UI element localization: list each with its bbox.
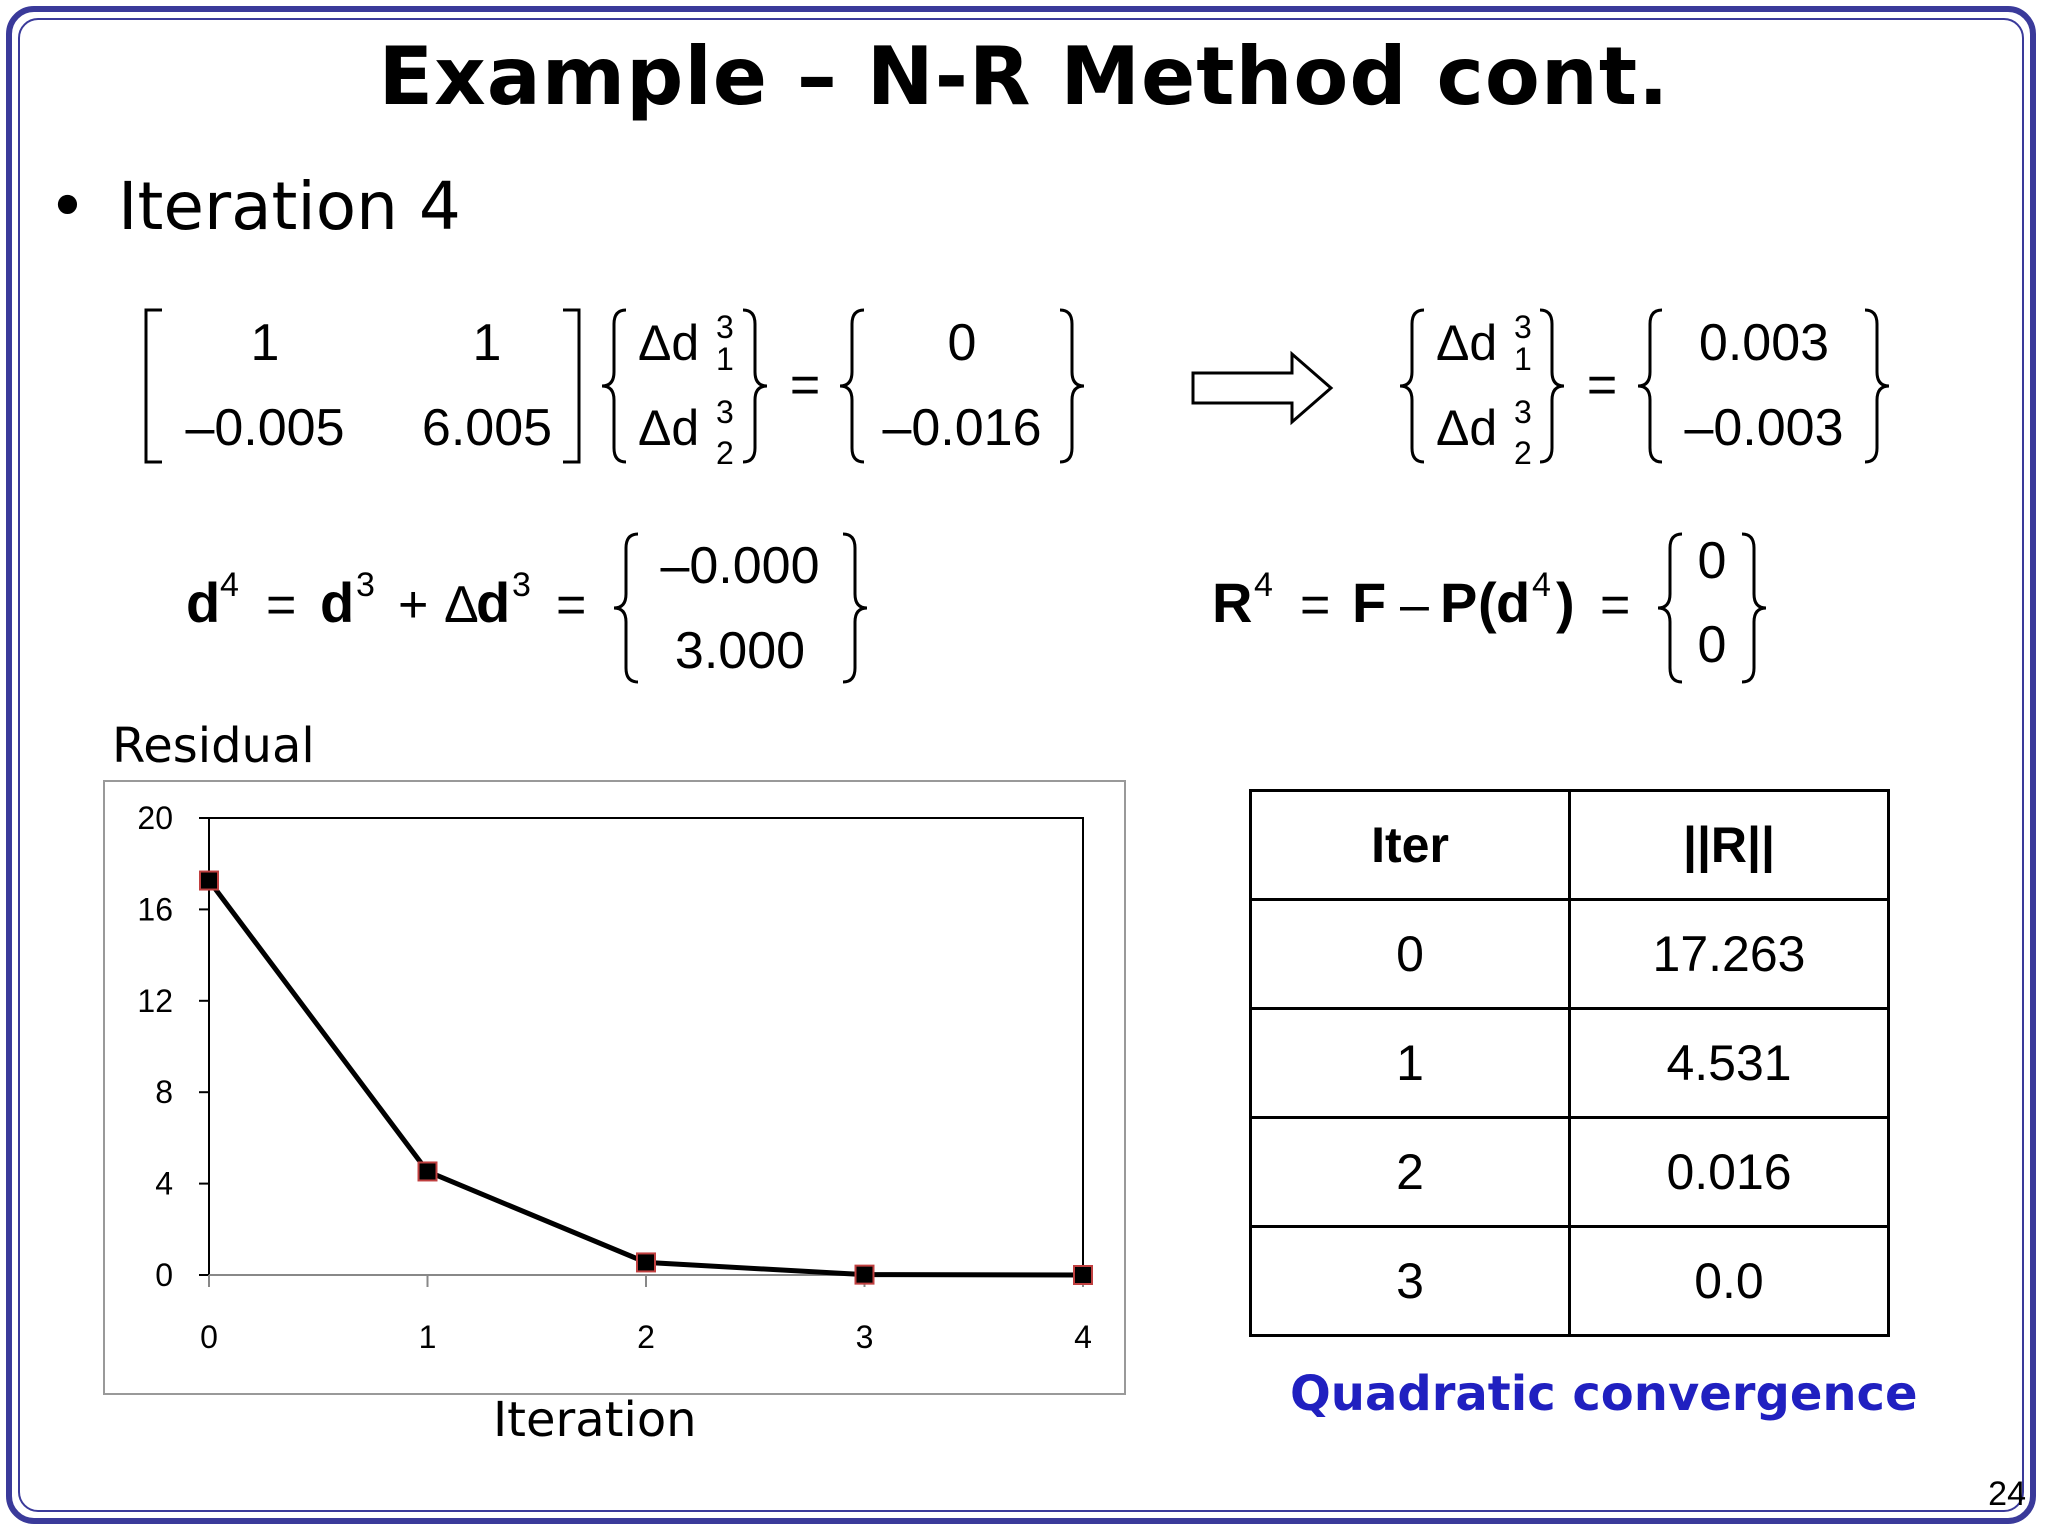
update-value: 3.000 bbox=[675, 622, 805, 680]
d-symbol: d bbox=[476, 571, 510, 634]
subscript: 1 bbox=[1514, 341, 1532, 377]
solution-right-brace bbox=[1539, 308, 1565, 464]
vector-right-brace bbox=[742, 308, 768, 464]
superscript: 3 bbox=[1514, 309, 1532, 345]
table-cell: 1 bbox=[1249, 1007, 1571, 1119]
subscript: 1 bbox=[716, 341, 734, 377]
minus-sign: – bbox=[1400, 576, 1429, 634]
equals-sign: = bbox=[266, 576, 296, 634]
page-number: 24 bbox=[1988, 1475, 2026, 1513]
matrix-cell: 1 bbox=[473, 314, 502, 372]
delta-symbol: Δ bbox=[444, 576, 479, 634]
table-row: 1 4.531 bbox=[1249, 1007, 1890, 1119]
table-header-norm: ||R|| bbox=[1568, 789, 1890, 901]
right-arrow-icon bbox=[1191, 350, 1334, 426]
superscript: 4 bbox=[220, 566, 239, 604]
chart-x-axis-title: Iteration bbox=[493, 1392, 697, 1448]
table-cell: 4.531 bbox=[1568, 1007, 1890, 1119]
F-symbol: F bbox=[1352, 571, 1386, 634]
superscript: 4 bbox=[1532, 566, 1551, 604]
rhs-value: 0 bbox=[948, 314, 977, 372]
solution-left-brace bbox=[1399, 308, 1425, 464]
table-row: 0 17.263 bbox=[1249, 898, 1890, 1010]
rhs-right-brace bbox=[1059, 308, 1085, 464]
solution-equation: Δd 3 1 Δd 3 2 = 0.003 –0.003 bbox=[1399, 308, 1890, 471]
superscript: 3 bbox=[716, 309, 734, 345]
update-value: –0.000 bbox=[660, 537, 819, 595]
matrix-cell: 6.005 bbox=[422, 399, 552, 457]
convergence-note: Quadratic convergence bbox=[1290, 1366, 1918, 1422]
table-cell: 2 bbox=[1249, 1116, 1571, 1228]
R-symbol: R bbox=[1212, 571, 1252, 634]
plus-sign: + bbox=[398, 576, 428, 634]
d-symbol: d bbox=[1496, 571, 1530, 634]
solution-values-left-brace bbox=[1637, 308, 1663, 464]
equals-sign: = bbox=[1300, 576, 1330, 634]
table-header-row: Iter ||R|| bbox=[1249, 789, 1890, 901]
linear-system-equation: 1 1 –0.005 6.005 Δd 3 1 Δd 3 2 = 0 –0.01… bbox=[144, 308, 1085, 471]
delta-d-symbol: Δd bbox=[1436, 400, 1497, 456]
table-row: 2 0.016 bbox=[1249, 1116, 1890, 1228]
table-cell: 3 bbox=[1249, 1225, 1571, 1337]
equals-sign: = bbox=[556, 576, 586, 634]
d-symbol: d bbox=[320, 571, 354, 634]
residual-left-brace bbox=[1657, 532, 1683, 684]
table-cell: 0.016 bbox=[1568, 1116, 1890, 1228]
bullet-item: • Iteration 4 bbox=[48, 168, 461, 245]
residual-table: Iter ||R|| 0 17.263 1 4.531 2 0.016 3 0.… bbox=[1249, 789, 1890, 1337]
residual-value: 0 bbox=[1698, 532, 1727, 590]
open-paren: ( bbox=[1478, 571, 1497, 634]
delta-d-symbol: Δd bbox=[638, 400, 699, 456]
residual-equation: R 4 = F – P ( d 4 ) = 0 0 bbox=[1212, 532, 1767, 684]
bullet-dot: • bbox=[48, 168, 87, 245]
matrix-cell: 1 bbox=[251, 314, 280, 372]
equals-sign: = bbox=[790, 356, 820, 414]
table-cell: 0.0 bbox=[1568, 1225, 1890, 1337]
slide-frame-outer bbox=[6, 6, 2036, 1524]
subscript: 2 bbox=[716, 435, 734, 471]
P-symbol: P bbox=[1440, 571, 1477, 634]
matrix-cell: –0.005 bbox=[185, 399, 344, 457]
superscript: 3 bbox=[356, 566, 375, 604]
solution-value: 0.003 bbox=[1699, 314, 1829, 372]
vector-left-brace bbox=[601, 308, 627, 464]
rhs-left-brace bbox=[839, 308, 865, 464]
equals-sign: = bbox=[1587, 356, 1617, 414]
rhs-value: –0.016 bbox=[882, 399, 1041, 457]
slide-frame-inner bbox=[18, 18, 2024, 1512]
chart-y-axis-title: Residual bbox=[112, 718, 315, 774]
superscript: 3 bbox=[716, 394, 734, 430]
superscript: 3 bbox=[1514, 394, 1532, 430]
solution-values-right-brace bbox=[1864, 308, 1890, 464]
superscript: 3 bbox=[512, 566, 531, 604]
table-cell: 0 bbox=[1249, 898, 1571, 1010]
d-symbol: d bbox=[186, 571, 220, 634]
equations-svg: 1 1 –0.005 6.005 Δd 3 1 Δd 3 2 = 0 –0.01… bbox=[144, 308, 1890, 684]
table-cell: 17.263 bbox=[1568, 898, 1890, 1010]
table-row: 3 0.0 bbox=[1249, 1225, 1890, 1337]
close-paren: ) bbox=[1556, 571, 1575, 634]
matrix-left-bracket bbox=[144, 308, 162, 464]
equals-sign: = bbox=[1600, 576, 1630, 634]
matrix-right-bracket bbox=[563, 308, 581, 464]
update-equation: d 4 = d 3 + Δ d 3 = –0.000 3.000 bbox=[186, 532, 868, 684]
superscript: 4 bbox=[1254, 566, 1273, 604]
residual-value: 0 bbox=[1698, 616, 1727, 674]
update-right-brace bbox=[842, 532, 868, 684]
table-header-iter: Iter bbox=[1249, 789, 1571, 901]
delta-d-symbol: Δd bbox=[1436, 315, 1497, 371]
update-left-brace bbox=[613, 532, 639, 684]
delta-d-symbol: Δd bbox=[638, 315, 699, 371]
residual-right-brace bbox=[1741, 532, 1767, 684]
solution-value: –0.003 bbox=[1684, 399, 1843, 457]
slide-title: Example – N-R Method cont. bbox=[378, 30, 1670, 123]
bullet-text: Iteration 4 bbox=[118, 168, 461, 245]
subscript: 2 bbox=[1514, 435, 1532, 471]
